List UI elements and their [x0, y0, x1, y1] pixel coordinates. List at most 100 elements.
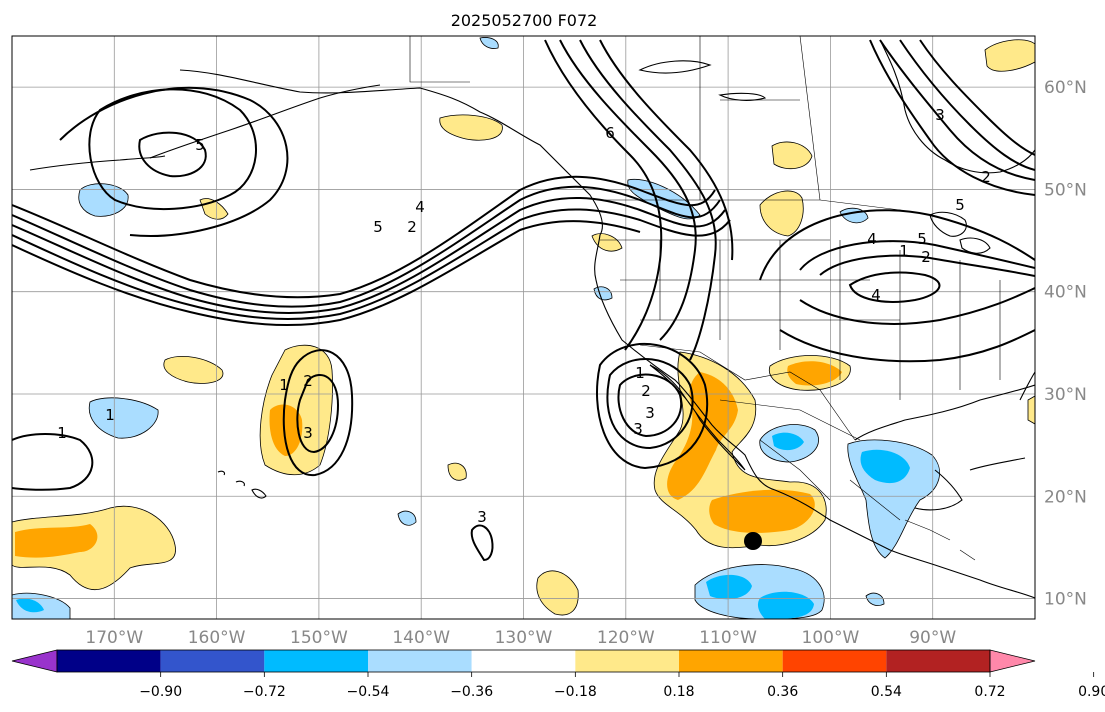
contour-label: 1 — [105, 406, 115, 424]
contour-label: 2 — [641, 382, 651, 400]
yucatan-coast — [914, 469, 963, 511]
contour-line — [599, 39, 734, 261]
north-america-coastline — [179, 69, 1035, 599]
contour-line — [12, 175, 716, 299]
coastlines-and-borders — [29, 39, 1035, 599]
map-title: 2025052700 F072 — [451, 11, 598, 30]
colorbar-segment — [57, 650, 161, 672]
lon-tick-label: 100°W — [802, 628, 860, 648]
us-mexico-border — [639, 344, 856, 441]
contour-line — [12, 197, 726, 314]
contour-line — [759, 209, 1035, 281]
contour-line — [470, 524, 494, 562]
contour-label: 6 — [605, 124, 615, 142]
colorbar-tick-labels: −0.90 −0.72 −0.54 −0.36 −0.18 0.18 0.36 0.54 0.7… — [139, 684, 1105, 700]
colorbar — [11, 649, 1095, 677]
florida-coast — [1019, 371, 1035, 401]
negative-anomaly-area — [78, 183, 129, 217]
strong-positive-anomaly-area — [15, 524, 98, 558]
contour-line — [59, 86, 289, 237]
hawaii-islands — [217, 470, 267, 499]
political-borders — [409, 36, 1001, 561]
contour-label: 2 — [303, 372, 313, 390]
positive-anomaly-area — [439, 114, 503, 141]
lon-tick-label: 120°W — [597, 628, 655, 648]
contour-line — [879, 39, 1035, 181]
colorbar-tick-label: −0.54 — [347, 684, 390, 700]
colorbar-tick-label: 0.90 — [1078, 684, 1105, 700]
contour-label: 2 — [407, 218, 417, 236]
positive-anomaly-area — [984, 39, 1035, 72]
mexico-state-borders — [719, 399, 901, 521]
lat-tick-label: 60°N — [1044, 78, 1087, 98]
negative-anomaly-area — [88, 397, 159, 439]
colorbar-segment — [368, 650, 472, 672]
contour-line — [12, 185, 721, 308]
strong-negative-anomaly-area — [16, 598, 44, 613]
contour-line — [559, 39, 697, 341]
negative-anomaly-area — [865, 592, 885, 606]
contour-line — [799, 287, 1035, 325]
contour-label: 5 — [955, 196, 965, 214]
strong-positive-anomaly-area — [269, 404, 303, 456]
colorbar-tick-label: −0.72 — [243, 684, 286, 700]
colorbar-tick-label: 0.18 — [663, 684, 694, 700]
storm-center-dot — [744, 532, 762, 550]
contour-line — [819, 254, 1035, 277]
lon-tick-label: 130°W — [495, 628, 553, 648]
contour-line — [88, 88, 257, 211]
colorbar-segment — [160, 650, 265, 672]
shaded-anomalies — [12, 37, 1035, 619]
great-lakes — [929, 211, 991, 254]
colorbar-tick-label: −0.90 — [139, 684, 182, 700]
negative-anomaly-area — [397, 510, 417, 526]
colorbar-segment — [782, 650, 887, 672]
contour-label: 4 — [415, 198, 425, 216]
aleutian-chain — [29, 155, 166, 171]
positive-anomaly-area — [1027, 395, 1035, 425]
lon-tick-label: 90°W — [909, 628, 956, 648]
lon-tick-label: 150°W — [290, 628, 348, 648]
contour-label: 5 — [373, 218, 383, 236]
contour-line — [296, 374, 340, 454]
contour-line — [848, 271, 941, 303]
contour-line — [12, 220, 641, 327]
lon-tick-label: 170°W — [85, 628, 143, 648]
latitude-tick-labels: 60°N 50°N 40°N 30°N 20°N 10°N — [1044, 78, 1087, 609]
contour-label: 3 — [633, 420, 643, 438]
province-borders — [699, 36, 821, 201]
strong-positive-anomaly-area — [667, 372, 738, 500]
positive-anomaly-area — [771, 141, 813, 170]
contour-label: 3 — [477, 508, 487, 526]
contour-line — [799, 240, 1035, 271]
colorbar-tick-label: −0.36 — [450, 684, 493, 700]
arctic-islands — [638, 60, 767, 101]
colorbar-segment — [886, 650, 990, 672]
contour-label: 4 — [871, 286, 881, 304]
colorbar-segment — [575, 650, 679, 672]
contour-line — [579, 39, 717, 361]
positive-anomaly-area — [163, 355, 224, 384]
strong-negative-anomaly-area — [860, 449, 910, 484]
lon-tick-label: 160°W — [188, 628, 246, 648]
contour-line — [12, 433, 94, 491]
longitude-tick-labels: 170°W 160°W 150°W 140°W 130°W 120°W 110°W 100°W… — [85, 628, 956, 648]
contour-line — [596, 343, 709, 470]
contour-line — [899, 39, 1035, 171]
positive-anomaly-area — [759, 190, 804, 237]
lon-tick-label: 140°W — [392, 628, 450, 648]
colorbar-extend-high — [989, 649, 1036, 673]
colorbar-outline — [56, 649, 991, 673]
contour-lines — [12, 39, 1035, 562]
contour-line — [869, 39, 1035, 196]
colorbar-segment — [679, 650, 783, 672]
colorbar-segment — [471, 650, 576, 672]
alaska-canada-border — [409, 36, 470, 83]
contour-line — [12, 208, 731, 320]
strong-positive-anomaly-area — [709, 489, 815, 533]
colorbar-segment — [264, 650, 368, 672]
baja-peninsula — [649, 364, 746, 471]
map-layers — [12, 36, 1035, 619]
strong-negative-anomaly-area — [772, 432, 804, 451]
contour-line — [617, 373, 683, 438]
